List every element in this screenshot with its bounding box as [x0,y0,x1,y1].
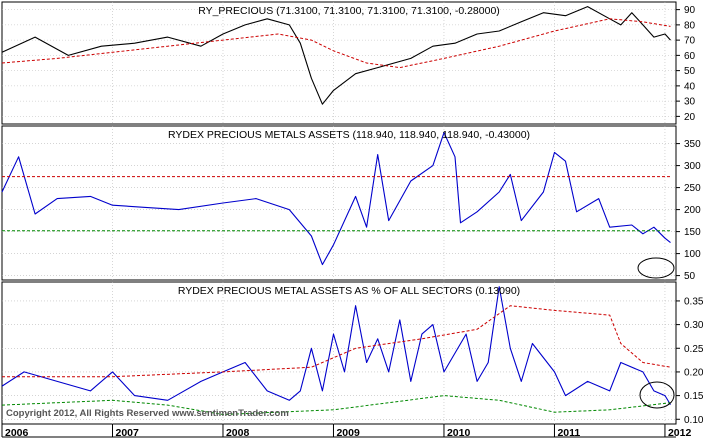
y-tick-label: 100 [684,249,701,260]
series-line-3-1 [1,286,671,405]
y-tick-label: 80 [684,20,696,31]
y-tick-label: 50 [684,271,696,282]
y-tick-label: 300 [684,161,701,172]
y-tick-label: 250 [684,183,701,194]
panel-frame-2 [1,125,677,281]
y-tick-label: 20 [684,112,696,123]
x-tick-label: 2010 [447,427,471,439]
panel-title-1: RY_PRECIOUS (71.3100, 71.3100, 71.3100, … [198,5,500,17]
y-tick-label: 0.25 [684,344,704,355]
y-tick-label: 40 [684,81,696,92]
y-tick-label: 200 [684,205,701,216]
panel-title-3: RYDEX PRECIOUS METAL ASSETS AS % OF ALL … [178,285,520,297]
y-tick-label: 0.10 [684,415,704,426]
series-line-1-2 [1,18,671,69]
x-tick-label: 2012 [668,427,692,439]
series-line-1-1 [1,6,671,105]
y-tick-label: 50 [684,66,696,77]
y-tick-label: 30 [684,97,696,108]
panel-frame-3 [1,281,677,425]
x-tick-label: 2006 [5,427,29,439]
highlight-circle [637,257,675,279]
x-tick-label: 2007 [115,427,139,439]
y-tick-label: 0.15 [684,391,704,402]
y-tick-label: 150 [684,227,701,238]
x-tick-label: 2008 [226,427,250,439]
panel-title-2: RYDEX PRECIOUS METALS ASSETS (118.940, 1… [168,129,530,141]
series-line-3-2 [2,305,671,378]
y-tick-label: 60 [684,51,696,62]
x-tick-label: 2009 [336,427,360,439]
y-tick-label: 0.20 [684,367,704,378]
y-tick-label: 90 [684,5,696,16]
copyright-text: Copyright 2012, All Rights Reserved www.… [6,408,289,419]
x-tick-label: 2011 [557,427,580,439]
y-tick-label: 350 [684,139,701,150]
y-tick-label: 0.30 [684,320,704,331]
y-tick-label: 0.35 [684,296,704,307]
y-tick-label: 70 [684,36,696,47]
series-line-2-1 [1,132,671,266]
highlight-circle [639,381,675,409]
